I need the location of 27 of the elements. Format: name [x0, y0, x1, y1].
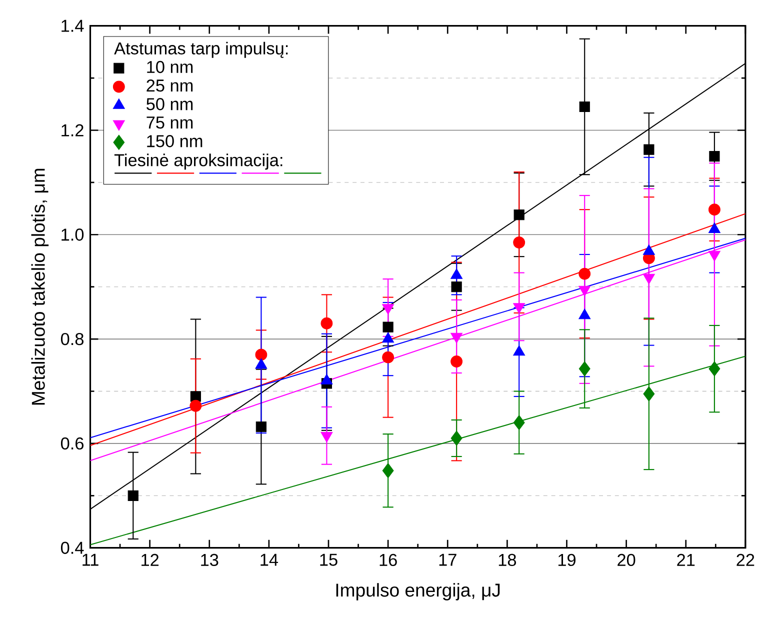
- x-tick-label: 22: [736, 554, 754, 566]
- x-axis-title: Impulso energija, μJ: [336, 583, 500, 600]
- legend-label: 10 nm: [147, 60, 193, 74]
- legend-label: 25 nm: [146, 79, 193, 92]
- y-tick-label: 0.8: [60, 332, 84, 346]
- x-tick-label: 19: [558, 554, 576, 566]
- x-tick-label: 14: [260, 554, 278, 566]
- y-tick-label: 1.0: [62, 228, 84, 241]
- legend-label: 150 nm: [147, 135, 202, 148]
- y-axis-title: Metalizuoto takelio plotis, μm: [31, 168, 49, 405]
- legend-label: 75 nm: [146, 116, 193, 129]
- x-tick-label: 13: [201, 554, 218, 566]
- x-tick-label: 18: [498, 554, 516, 566]
- y-tick-label: 0.4: [60, 542, 84, 554]
- x-tick-label: 17: [439, 554, 456, 566]
- legend-title: Atstumas tarp impulsų:: [114, 42, 288, 58]
- x-tick-label: 11: [82, 554, 98, 566]
- y-tick-label: 0.6: [60, 437, 84, 450]
- x-tick-label: 21: [677, 554, 695, 566]
- y-tick-label: 1.4: [62, 20, 84, 32]
- x-tick-label: 20: [618, 554, 636, 566]
- annotation: Tiesinė aproksimacija:: [114, 154, 282, 170]
- x-tick-label: 16: [380, 554, 397, 566]
- y-tick-label: 1.2: [62, 124, 84, 136]
- legend-label: 50 nm: [146, 98, 193, 110]
- x-tick-label: 12: [142, 554, 159, 566]
- x-tick-label: 15: [320, 554, 338, 566]
